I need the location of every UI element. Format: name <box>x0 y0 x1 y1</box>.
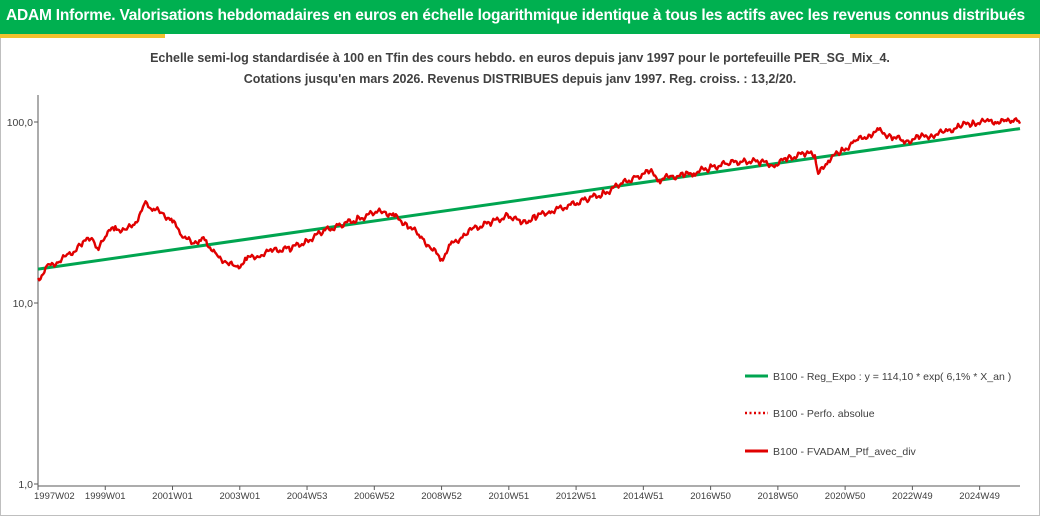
x-tick-label: 2016W50 <box>690 491 731 502</box>
x-tick-label: 2010W51 <box>488 491 529 502</box>
accent-bar-right <box>850 34 1040 38</box>
legend-label-portfolio: B100 - FVADAM_Ptf_avec_div <box>773 446 917 458</box>
x-tick-label: 2014W51 <box>623 491 664 502</box>
legend-label-regression: B100 - Reg_Expo : y = 114,10 * exp( 6,1%… <box>773 371 1011 383</box>
x-tick-label: 2022W49 <box>892 491 933 502</box>
y-tick-label: 10,0 <box>13 298 34 310</box>
x-tick-label: 2008W52 <box>421 491 462 502</box>
x-tick-label: 2001W01 <box>152 491 193 502</box>
legend: B100 - Reg_Expo : y = 114,10 * exp( 6,1%… <box>745 371 1011 458</box>
x-tick-label: 2018W50 <box>758 491 799 502</box>
x-tick-label: 1999W01 <box>85 491 126 502</box>
x-tick-label: 2003W01 <box>219 491 260 502</box>
x-tick-label: 1997W02 <box>34 491 75 502</box>
legend-label-perfo: B100 - Perfo. absolue <box>773 408 875 420</box>
y-tick-label: 100,0 <box>7 117 33 129</box>
accent-bar-left <box>0 34 165 38</box>
series-line-regression <box>37 127 1021 271</box>
x-tick-label: 2006W52 <box>354 491 395 502</box>
x-tick-label: 2004W53 <box>287 491 328 502</box>
y-tick-label: 1,0 <box>18 479 33 491</box>
header-title: ADAM Informe. Valorisations hebdomadaire… <box>6 7 1025 24</box>
x-tick-label: 2020W50 <box>825 491 866 502</box>
chart-subtitle-line1: Echelle semi-log standardisée à 100 en T… <box>150 51 890 65</box>
x-tick-label: 2012W51 <box>556 491 597 502</box>
header-banner: ADAM Informe. Valorisations hebdomadaire… <box>0 0 1040 34</box>
chart-subtitle-line2: Cotations jusqu'en mars 2026. Revenus DI… <box>243 72 797 86</box>
series-line-portfolio <box>36 117 1022 282</box>
x-tick-label: 2024W49 <box>959 491 1000 502</box>
